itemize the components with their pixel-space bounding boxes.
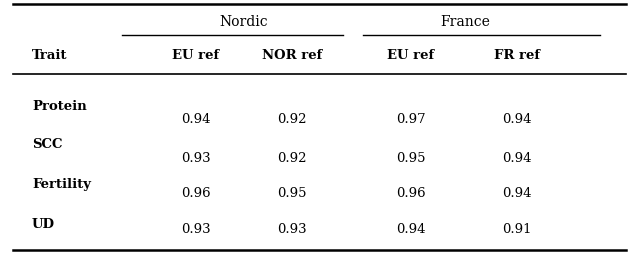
- Text: NOR ref: NOR ref: [262, 49, 322, 61]
- Text: 0.96: 0.96: [396, 187, 426, 200]
- Text: 0.95: 0.95: [396, 152, 426, 165]
- Text: Nordic: Nordic: [220, 15, 268, 29]
- Text: Fertility: Fertility: [32, 178, 91, 191]
- Text: 0.91: 0.91: [502, 223, 532, 236]
- Text: Protein: Protein: [32, 100, 87, 113]
- Text: 0.93: 0.93: [181, 152, 211, 165]
- Text: 0.95: 0.95: [277, 187, 307, 200]
- Text: 0.93: 0.93: [277, 223, 307, 236]
- Text: UD: UD: [32, 218, 55, 230]
- Text: 0.92: 0.92: [277, 152, 307, 165]
- Text: 0.94: 0.94: [502, 152, 532, 165]
- Text: 0.94: 0.94: [181, 113, 211, 125]
- Text: France: France: [440, 15, 490, 29]
- Text: EU ref: EU ref: [172, 49, 220, 61]
- Text: Trait: Trait: [32, 49, 67, 61]
- Text: 0.93: 0.93: [181, 223, 211, 236]
- Text: SCC: SCC: [32, 138, 63, 151]
- Text: 0.94: 0.94: [502, 187, 532, 200]
- Text: 0.94: 0.94: [502, 113, 532, 125]
- Text: 0.94: 0.94: [396, 223, 426, 236]
- Text: 0.97: 0.97: [396, 113, 426, 125]
- Text: 0.96: 0.96: [181, 187, 211, 200]
- Text: EU ref: EU ref: [387, 49, 435, 61]
- Text: FR ref: FR ref: [494, 49, 540, 61]
- Text: 0.92: 0.92: [277, 113, 307, 125]
